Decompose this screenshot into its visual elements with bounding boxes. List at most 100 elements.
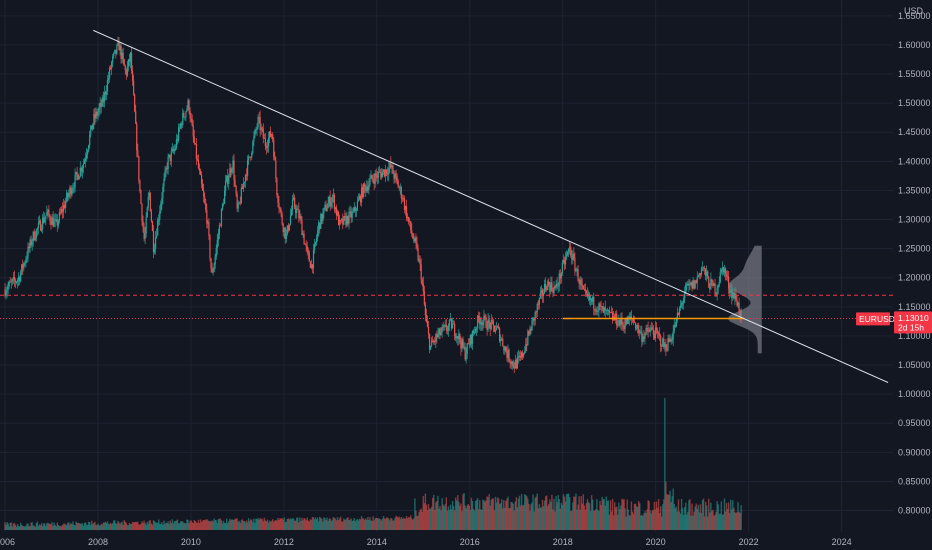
volume-bar (360, 516, 363, 530)
volume-bar (499, 503, 502, 530)
candle-body (114, 49, 116, 53)
volume-bar (71, 524, 73, 530)
volume-bar (422, 496, 424, 530)
volume-bar (613, 502, 616, 530)
volume-bar (365, 518, 367, 530)
candle-body (128, 59, 131, 62)
candle-body (282, 224, 284, 232)
candle-body (255, 129, 257, 131)
candle-body (271, 134, 273, 137)
candle-body (448, 319, 451, 326)
volume-bar (208, 521, 210, 530)
candle-body (508, 349, 510, 362)
candle-body (411, 230, 413, 235)
candle-body (325, 204, 327, 212)
candle-body (622, 324, 624, 326)
volume-bar (527, 498, 529, 530)
time-axis[interactable]: 2006 2008 2010 2012 2014 2016 2018 2020 2022 2024 (0, 537, 852, 547)
candle-body (52, 217, 54, 227)
candle-body (594, 309, 596, 310)
volume-bar (421, 511, 423, 530)
candle-body (251, 152, 253, 158)
candle-body (371, 175, 373, 179)
candle-body (390, 163, 392, 168)
candle-body (674, 325, 676, 327)
volume-bar (54, 524, 56, 530)
volume-bar (327, 521, 329, 530)
volume-bar (261, 518, 263, 530)
volume-bar (284, 522, 286, 530)
volume-bar (234, 518, 236, 530)
volume-bar (304, 518, 306, 530)
volume-bar (382, 516, 385, 530)
volume-bar (685, 502, 687, 530)
candle-body (440, 332, 442, 336)
volume-bar (537, 508, 540, 530)
volume-bar (357, 520, 360, 530)
candle-body (487, 319, 489, 330)
volume-bar (136, 522, 138, 530)
volume-bar (479, 500, 481, 530)
candle-body (400, 187, 402, 199)
candle-body (554, 286, 556, 288)
candle-body (560, 273, 562, 279)
volume-bar (712, 509, 714, 530)
candle-body (43, 217, 45, 223)
candle-body (232, 160, 234, 170)
candle-body (354, 207, 356, 211)
candle-body (227, 175, 229, 184)
volume-bar (105, 522, 108, 530)
volume-bar (512, 503, 514, 530)
candle-body (82, 163, 85, 169)
candle-body (297, 209, 299, 210)
candle-body (543, 283, 546, 294)
price-axis[interactable]: USD 1.65000 1.60000 1.55000 1.50000 1.45000 1… (898, 6, 931, 516)
volume-bar (16, 524, 19, 530)
volume-bar (262, 521, 264, 530)
volume-bar (202, 520, 205, 530)
candle-body (703, 268, 706, 269)
volume-bar (62, 523, 65, 530)
volume-bar (354, 521, 357, 530)
volume-bar (211, 520, 213, 530)
candle-body (496, 326, 499, 328)
candle-body (11, 279, 13, 282)
volume-bar (247, 518, 250, 530)
volume-bar (574, 496, 576, 530)
volume-bar (207, 520, 209, 530)
candle-body (4, 289, 6, 296)
volume-bar (473, 510, 476, 530)
volume-bar (573, 496, 575, 530)
volume-bar (486, 496, 488, 530)
candle-body (177, 127, 180, 141)
candle-body (481, 322, 483, 326)
candle-body (7, 286, 9, 290)
volume-bar (331, 519, 334, 530)
volume-bar (154, 522, 157, 530)
candle-body (236, 194, 238, 209)
volume-bar (419, 510, 421, 530)
candle-body (726, 276, 729, 278)
candle-body (66, 193, 68, 202)
candle-body (515, 360, 517, 368)
volume-bar (715, 511, 717, 530)
candle-body (202, 183, 204, 191)
candle-body (673, 325, 675, 332)
candle-body (679, 305, 682, 309)
candle-body (10, 281, 12, 283)
candle-body (28, 246, 30, 248)
volume-bar (123, 520, 125, 530)
candle-body (363, 183, 365, 197)
volume-bar (576, 509, 578, 530)
trend-line[interactable] (93, 29, 889, 383)
candle-body (88, 145, 90, 151)
candle-body (195, 143, 197, 159)
candle-body (75, 171, 77, 175)
volume-bar (445, 497, 447, 530)
volume-bar (538, 503, 541, 530)
candle-body (471, 330, 474, 344)
volume-bar (280, 518, 282, 530)
candle-body (175, 139, 178, 148)
volume-bar (144, 523, 146, 530)
